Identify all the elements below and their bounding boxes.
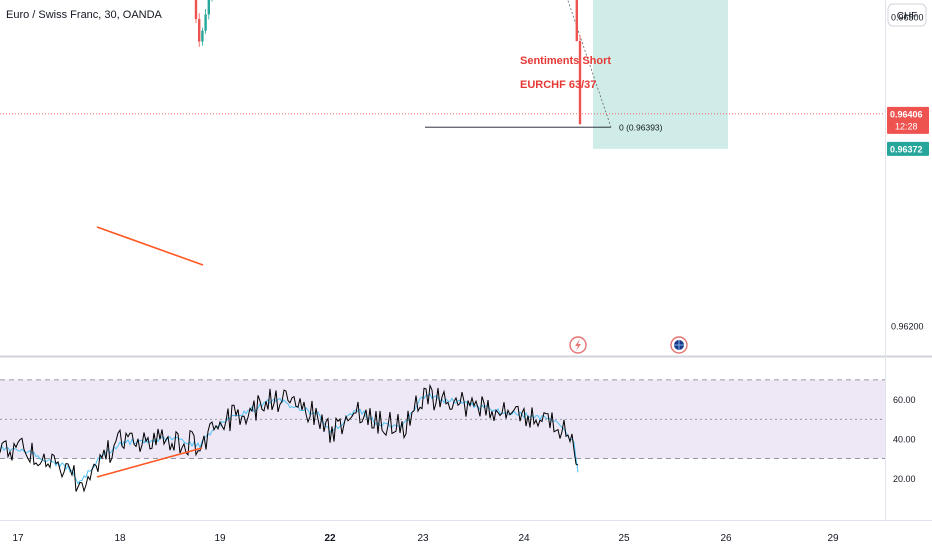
currency-label: CHF [897,11,918,22]
sentiment-title: Sentiments Short [520,55,611,67]
price-badge [887,141,929,156]
sentiment-ratio: EURCHF 63/37 [520,79,596,91]
take-profit-zone [593,0,728,149]
candle-body [207,0,210,15]
fib-level-label: 0 (0.96393) [619,123,663,133]
time-tick: 17 [12,533,24,544]
price-pane[interactable] [0,0,885,355]
candle-body [204,14,207,31]
rsi-tick: 60.00 [893,395,916,405]
rsi-divergence-trendline[interactable] [96,447,203,478]
candle-body [575,0,578,42]
time-tick: 26 [720,533,732,544]
candlesticks [194,0,582,125]
candle-body [194,0,198,20]
currency-button[interactable]: CHF [887,3,927,27]
time-tick: 24 [518,533,530,544]
candle-body [201,30,204,42]
rsi-axis: 60.00 40.00 20.00 [893,395,916,484]
flash-event-icon[interactable] [569,336,587,354]
price-tick: 0.96500 [891,13,924,23]
rsi-indicator [0,379,885,493]
last-price-label: 0.96406 [890,109,923,119]
price-axis[interactable]: 0.965000.962000.969320.967440.966430.966… [887,0,929,332]
candle-body [198,19,201,42]
candle-body [578,41,582,125]
bar-countdown: 12:28 [895,121,918,131]
price-tick: 0.96200 [891,322,924,332]
last-price-badge [887,106,929,134]
time-tick: 29 [827,533,839,544]
rsi-band [0,379,885,459]
drawings[interactable]: Entry 0.96643 [0,0,885,266]
rsi-tick: 20.00 [893,474,916,484]
price-divergence-trendline[interactable] [96,226,204,266]
symbol-title: Euro / Swiss Franc, 30, OANDA [6,9,163,21]
time-tick: 25 [618,533,630,544]
position-zones [593,0,728,149]
time-tick: 23 [417,533,429,544]
rsi-moving-average [0,393,579,485]
price-badge-label: 0.96372 [890,144,923,154]
time-tick: 22 [324,533,336,544]
time-axis[interactable]: 17 18 19 22 23 24 25 26 29 [12,533,839,544]
globe-event-icon[interactable] [670,336,688,354]
rsi-tick: 40.00 [893,434,916,444]
time-tick: 19 [214,533,226,544]
rsi-line [0,383,579,493]
time-tick: 18 [114,533,126,544]
